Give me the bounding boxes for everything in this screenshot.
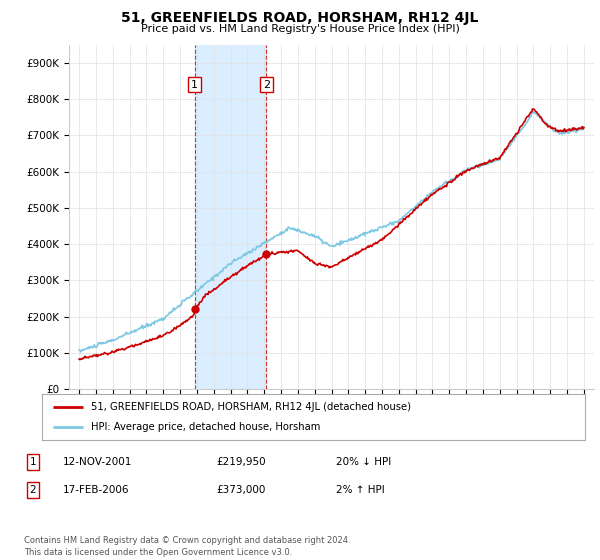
Text: 1: 1	[29, 457, 37, 467]
Text: £373,000: £373,000	[216, 485, 265, 495]
Text: 12-NOV-2001: 12-NOV-2001	[63, 457, 133, 467]
Text: 20% ↓ HPI: 20% ↓ HPI	[336, 457, 391, 467]
Text: 2: 2	[29, 485, 37, 495]
Text: 2% ↑ HPI: 2% ↑ HPI	[336, 485, 385, 495]
Bar	[194, 45, 266, 389]
Text: 17-FEB-2006: 17-FEB-2006	[63, 485, 130, 495]
Text: £219,950: £219,950	[216, 457, 266, 467]
Text: 51, GREENFIELDS ROAD, HORSHAM, RH12 4JL: 51, GREENFIELDS ROAD, HORSHAM, RH12 4JL	[121, 11, 479, 25]
Text: 1: 1	[191, 80, 198, 90]
Text: Contains HM Land Registry data © Crown copyright and database right 2024.
This d: Contains HM Land Registry data © Crown c…	[24, 536, 350, 557]
Text: 51, GREENFIELDS ROAD, HORSHAM, RH12 4JL (detached house): 51, GREENFIELDS ROAD, HORSHAM, RH12 4JL …	[91, 402, 411, 412]
Text: HPI: Average price, detached house, Horsham: HPI: Average price, detached house, Hors…	[91, 422, 320, 432]
Text: Price paid vs. HM Land Registry's House Price Index (HPI): Price paid vs. HM Land Registry's House …	[140, 24, 460, 34]
Text: 2: 2	[263, 80, 270, 90]
